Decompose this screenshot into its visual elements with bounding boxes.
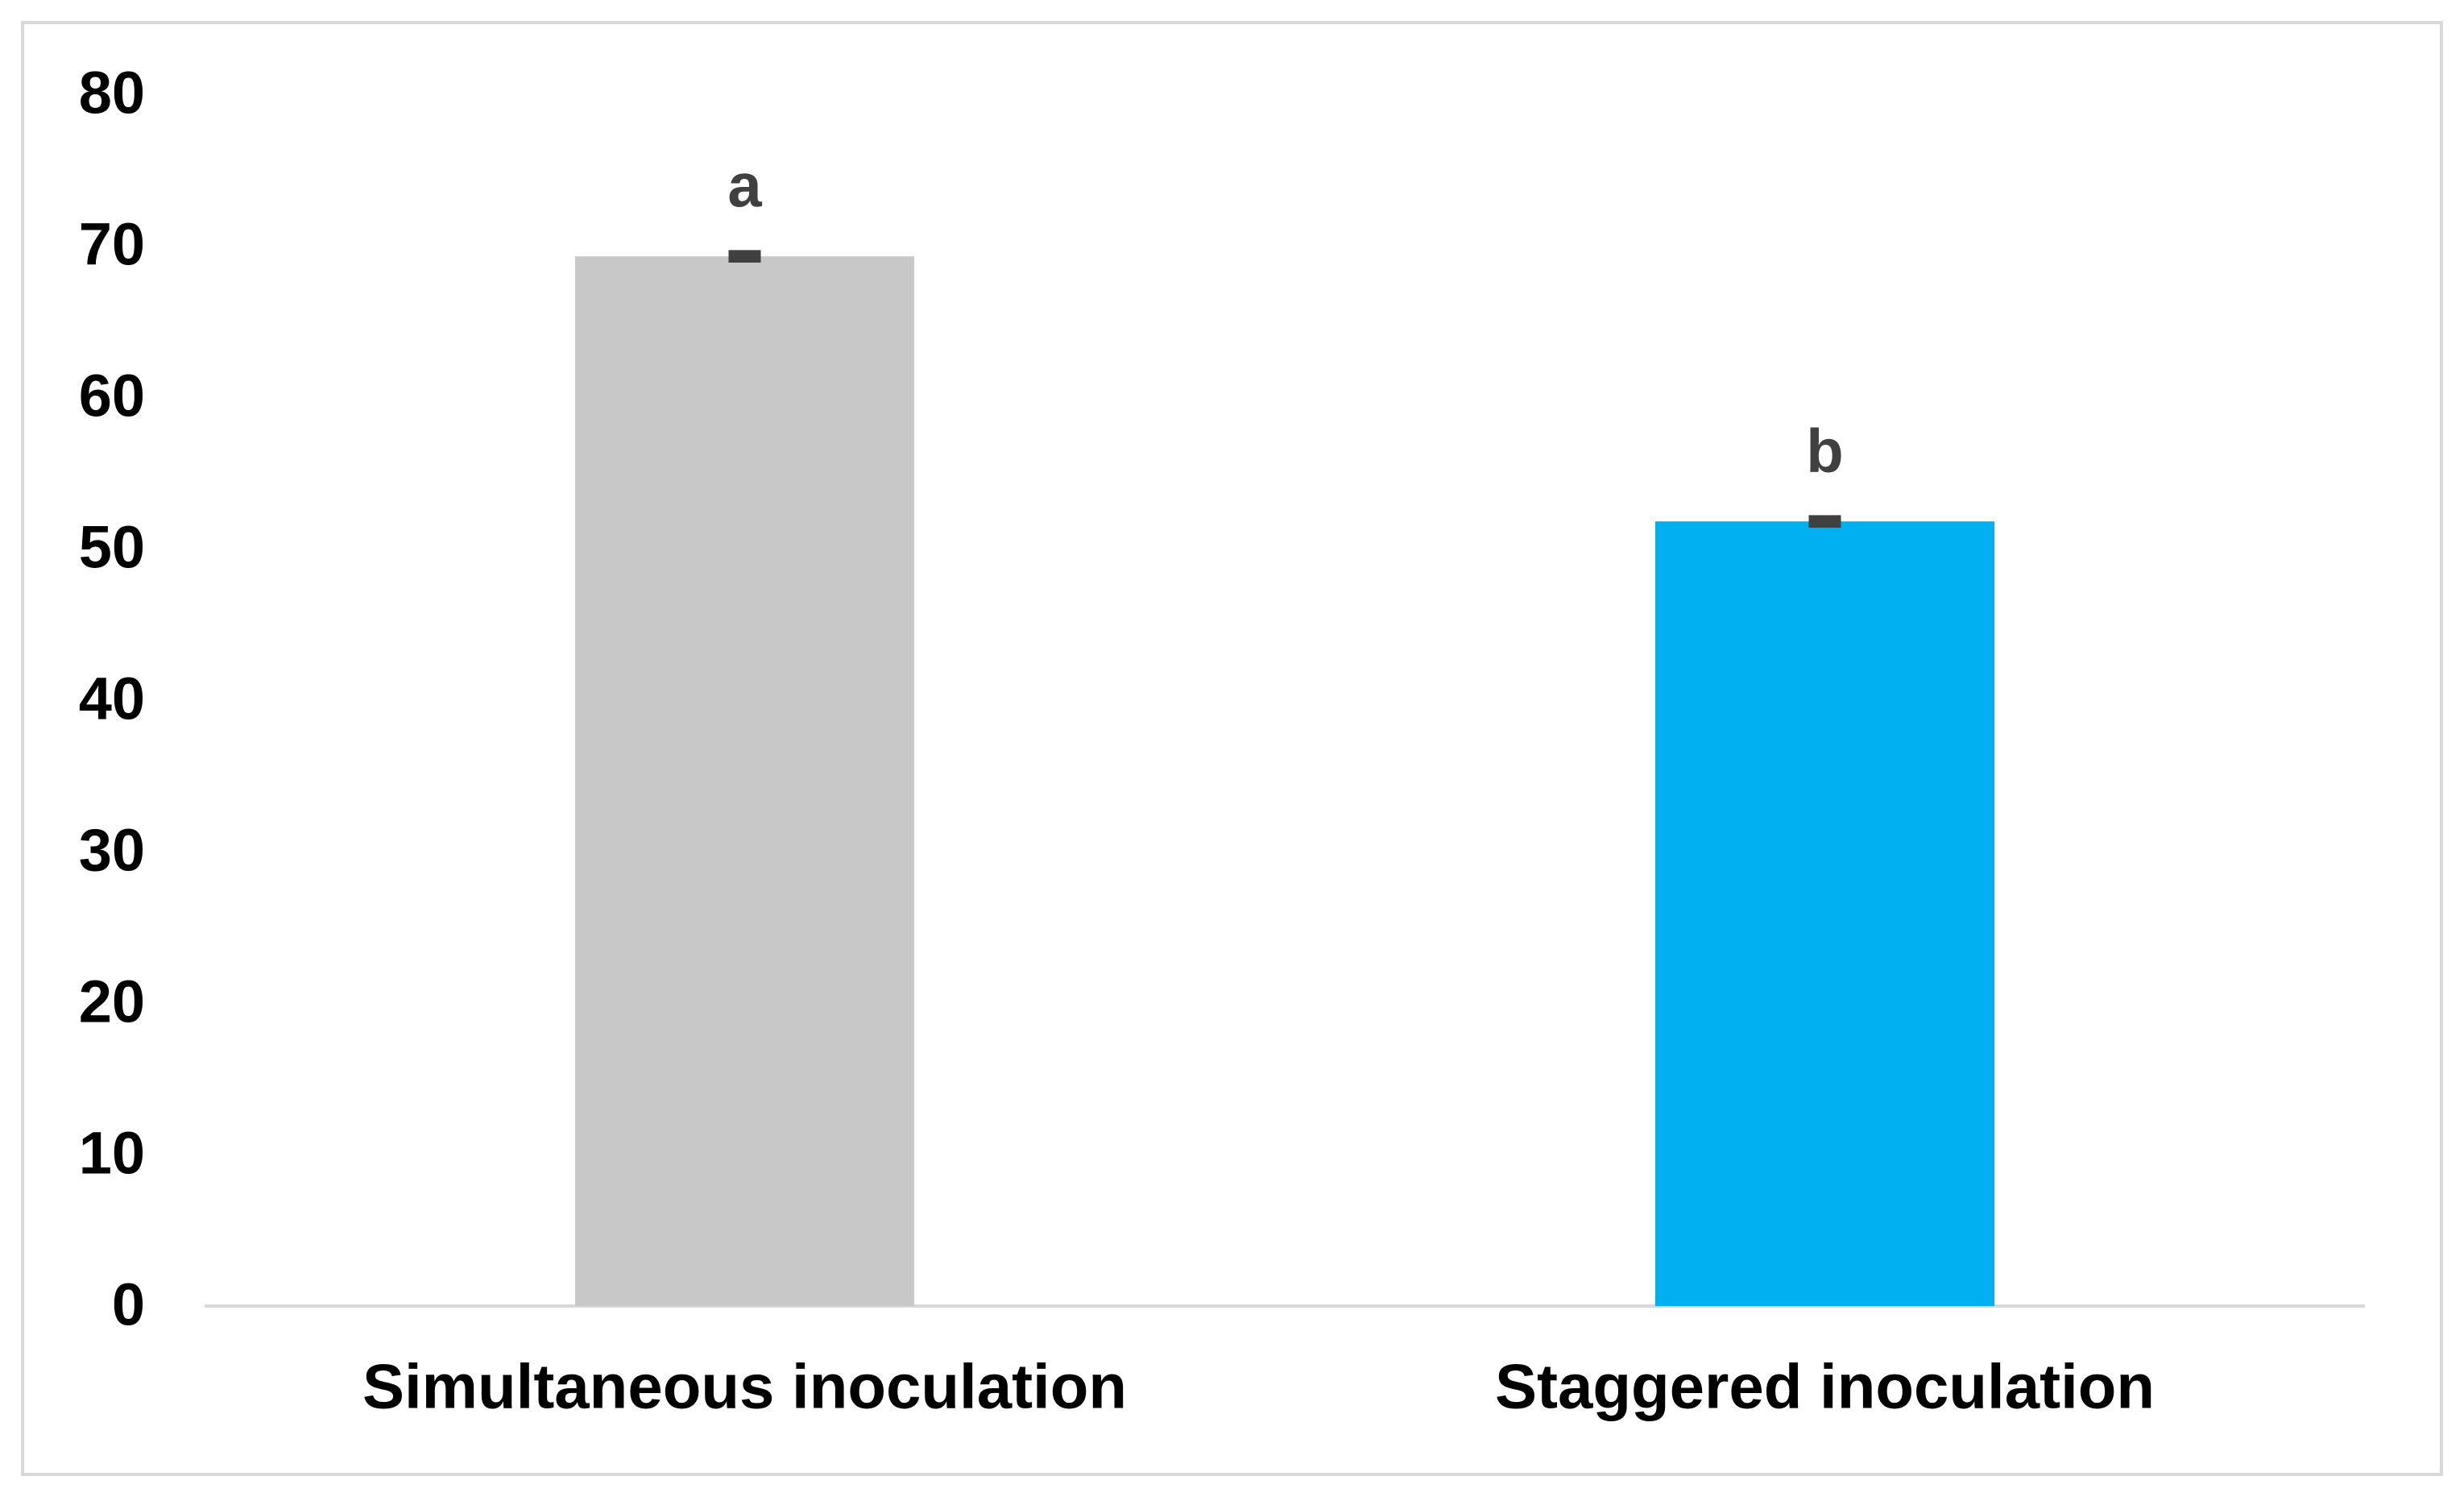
x-tick-label: Staggered inoculation (1495, 1351, 2155, 1422)
x-tick-label: Simultaneous inoculation (362, 1351, 1127, 1422)
y-tick-label: 20 (79, 968, 145, 1035)
y-tick-label: 80 (79, 60, 145, 126)
error-bar (728, 250, 761, 263)
y-tick-label: 10 (79, 1120, 145, 1187)
significance-letter: b (1806, 417, 1843, 485)
chart-border (21, 21, 2443, 1476)
y-tick-label: 70 (79, 211, 145, 278)
significance-letter: a (727, 151, 762, 220)
y-tick-label: 40 (79, 666, 145, 732)
y-tick-label: 50 (79, 514, 145, 581)
y-tick-label: 60 (79, 363, 145, 429)
bar (1654, 521, 1995, 1306)
y-tick-label: 0 (112, 1271, 145, 1338)
bar (574, 256, 915, 1306)
y-tick-label: 30 (79, 817, 145, 884)
error-bar (1808, 515, 1841, 528)
